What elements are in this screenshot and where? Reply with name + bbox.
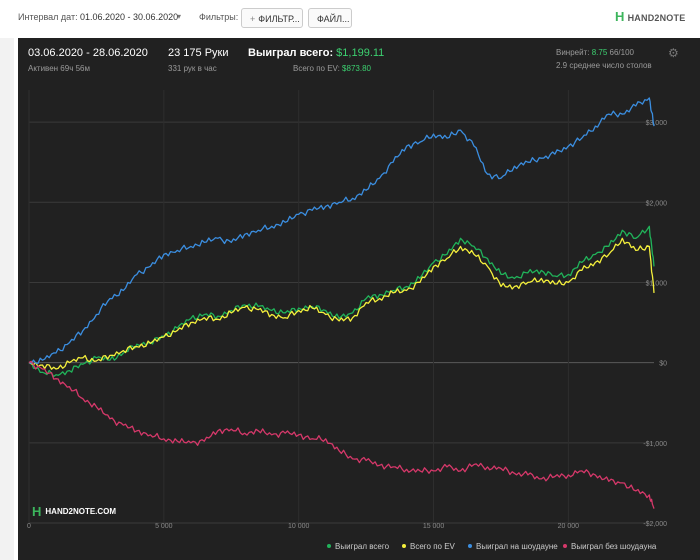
series-line (28, 97, 655, 365)
watermark: H HAND2NOTE.COM (32, 504, 116, 519)
x-tick-label: 5 000 (155, 523, 173, 530)
file-button-label: ФАЙЛ... (317, 14, 350, 24)
gear-icon[interactable]: ⚙ (668, 46, 679, 60)
winrate-label: Винрейт: (556, 48, 590, 57)
legend-item[interactable]: Выиграл без шоудауна (563, 542, 656, 551)
series-line (28, 360, 655, 509)
ev-total-value: $873.80 (342, 64, 371, 73)
graph-panel: 03.06.2020 - 28.06.2020 Активен 69ч 56м … (18, 38, 700, 560)
toolbar: Интервал дат: 01.06.2020 - 30.06.2020 ▾ … (0, 0, 700, 34)
y-tick-label: -$1,000 (643, 441, 667, 448)
legend-label: Выиграл на шоудауне (476, 542, 558, 551)
legend-label: Выиграл без шоудауна (571, 542, 657, 551)
y-tick-label: $3,000 (646, 120, 668, 127)
won-total-value: $1,199.11 (336, 47, 385, 59)
h2n-watermark-icon: H (32, 504, 42, 519)
winrate-value: 8.75 (591, 48, 608, 57)
legend-item[interactable]: Всего по EV (402, 542, 455, 551)
ev-total-label: Всего по EV: (293, 64, 340, 73)
legend-marker-icon (327, 544, 331, 548)
legend-marker-icon (402, 544, 406, 548)
series-line (28, 237, 655, 370)
app-logo-text: HAND2NOTE (627, 13, 686, 23)
period-range: 03.06.2020 - 28.06.2020 (28, 47, 148, 59)
legend-label: Всего по EV (410, 542, 455, 551)
y-tick-label: $1,000 (646, 280, 668, 287)
filter-button-label: ФИЛЬТР... (258, 14, 300, 24)
x-tick-label: 10 000 (288, 523, 310, 530)
profit-chart: -$2,000 -$1,000 $0 $1,000 $2,000 $3,000 0 5 000… (27, 90, 668, 530)
legend-item[interactable]: Выиграл всего (327, 542, 389, 551)
plus-icon: + (250, 14, 256, 24)
filters-label: Фильтры: (199, 12, 239, 22)
hands-per-hour: 331 рук в час (168, 64, 217, 73)
winrate: Винрейт: 8.75 66/100 (556, 48, 634, 57)
h2n-logo-icon: H (615, 9, 625, 24)
legend-marker-icon (468, 544, 472, 548)
legend-marker-icon (563, 544, 567, 548)
chevron-down-icon[interactable]: ▾ (177, 12, 182, 21)
series-line (28, 225, 655, 378)
hands-count: 23 175 Руки (168, 47, 229, 59)
won-total-label: Выиграл всего: (248, 47, 334, 59)
won-total: Выиграл всего: $1,199.11 (248, 47, 384, 59)
legend-item[interactable]: Выиграл на шоудауне (468, 542, 558, 551)
avg-tables: 2.9 среднее число столов (556, 61, 652, 70)
y-tick-label: $0 (659, 361, 667, 368)
file-button[interactable]: ФАЙЛ... (308, 8, 352, 28)
x-tick-label: 0 (27, 523, 31, 530)
y-tick-label: -$2,000 (643, 521, 667, 528)
x-tick-label: 15 000 (423, 523, 445, 530)
watermark-text: HAND2NOTE.COM (45, 507, 117, 516)
left-strip (0, 38, 14, 560)
active-time: Активен 69ч 56м (28, 64, 90, 73)
legend-label: Выиграл всего (335, 542, 390, 551)
winrate-suffix: 66/100 (609, 48, 634, 57)
x-tick-label: 20 000 (558, 523, 580, 530)
ev-total: Всего по EV: $873.80 (293, 64, 371, 73)
app-logo: H HAND2NOTE (615, 9, 685, 24)
interval-label: Интервал дат: (18, 12, 78, 22)
y-tick-label: $2,000 (646, 200, 668, 207)
date-range-select[interactable]: 01.06.2020 - 30.06.2020 (80, 12, 179, 22)
filter-button[interactable]: + ФИЛЬТР... (241, 8, 303, 28)
